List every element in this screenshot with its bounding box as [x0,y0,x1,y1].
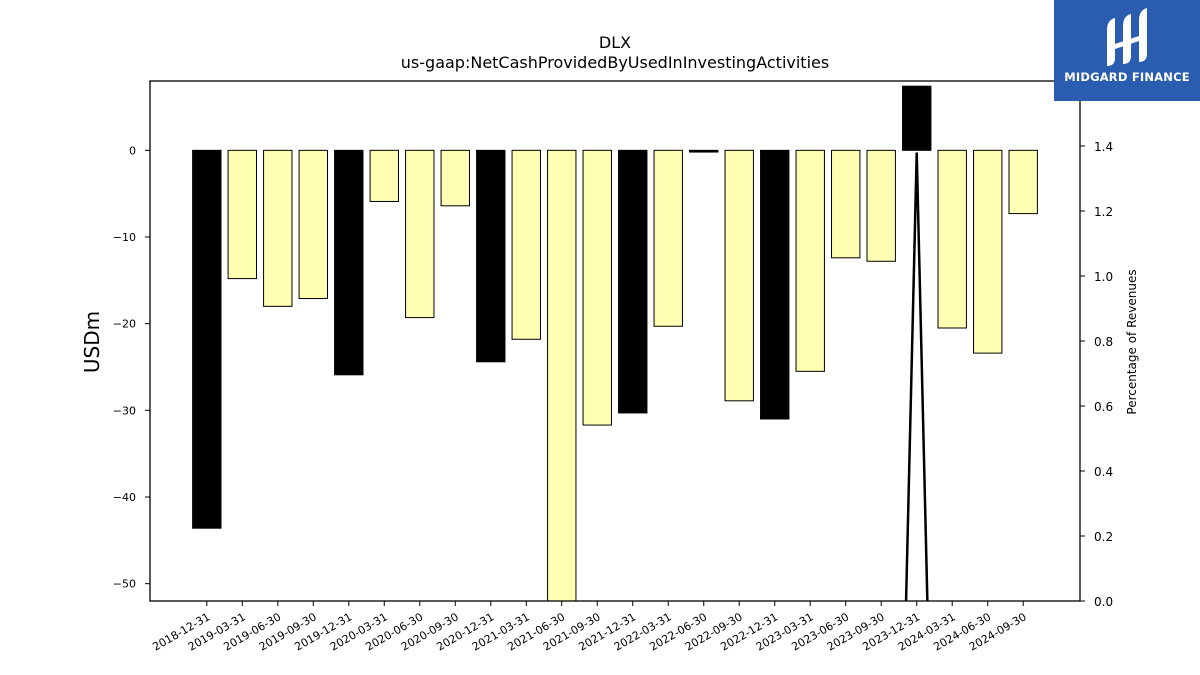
bar-2021-12-31 [618,149,648,414]
bars-group [192,85,1038,602]
bar-2019-09-30 [298,149,328,300]
y-tick-label: −40 [113,491,136,504]
bar-2020-06-30 [405,149,435,319]
y-tick-label: −50 [113,578,136,591]
bar-2022-12-31 [760,149,790,420]
revenue-pct-line [904,152,929,602]
y2-axis-label: Percentage of Revenues [1125,269,1139,414]
logo-text: MIDGARD FINANCE [1064,70,1190,84]
bar-2024-03-31 [937,149,967,329]
bar-2019-12-31 [334,149,364,376]
chart-title: DLX [599,33,631,52]
bar-2023-06-30 [831,149,861,259]
y2-tick-label: 0.4 [1094,465,1113,479]
bar-2021-03-31 [511,149,541,340]
brand-logo: MIDGARD FINANCE [1054,0,1200,101]
bar-2020-03-31 [369,149,399,202]
y-axis-label: USDm [80,311,104,373]
revenue-pct-line-group [904,152,929,602]
y-tick-label: −30 [113,404,136,417]
y2-tick-label: 1.0 [1094,270,1113,284]
bar-2019-03-31 [227,149,257,280]
y2-tick-label: 0.0 [1094,595,1113,609]
bar-2023-09-30 [866,149,896,262]
bar-2021-06-30 [547,149,577,602]
bar-2022-09-30 [724,149,754,402]
y2-ticks-group: 0.0 0.2 0.4 0.6 0.8 1.0 1.2 1.4 [1080,140,1113,609]
bar-2022-03-31 [653,149,683,327]
bar-2022-06-30 [689,149,719,153]
y-tick-label: 0 [129,144,136,157]
x-ticks-group: 2018-12-312019-03-312019-06-302019-09-30… [150,601,1029,654]
bar-2018-12-31 [192,149,222,529]
bar-2023-03-31 [795,149,825,372]
y2-tick-label: 1.2 [1094,205,1113,219]
y-tick-label: −20 [113,318,136,331]
bar-2023-12-31 [902,85,932,151]
chart-subtitle: us-gaap:NetCashProvidedByUsedInInvesting… [401,53,829,72]
bar-2021-09-30 [582,149,612,426]
y2-tick-label: 0.8 [1094,335,1113,349]
y2-tick-label: 0.2 [1094,530,1113,544]
bar-2019-06-30 [263,149,293,307]
y2-tick-label: 0.6 [1094,400,1113,414]
bar-2024-09-30 [1008,149,1038,215]
y-tick-label: −10 [113,231,136,244]
bar-2020-09-30 [440,149,470,207]
y-ticks-group: 0 −10 −20 −30 −40 −50 [113,144,150,591]
bar-2024-06-30 [973,149,1003,354]
bar-2020-12-31 [476,149,506,363]
y2-tick-label: 1.4 [1094,140,1113,154]
logo-mark-icon [1107,8,1147,66]
